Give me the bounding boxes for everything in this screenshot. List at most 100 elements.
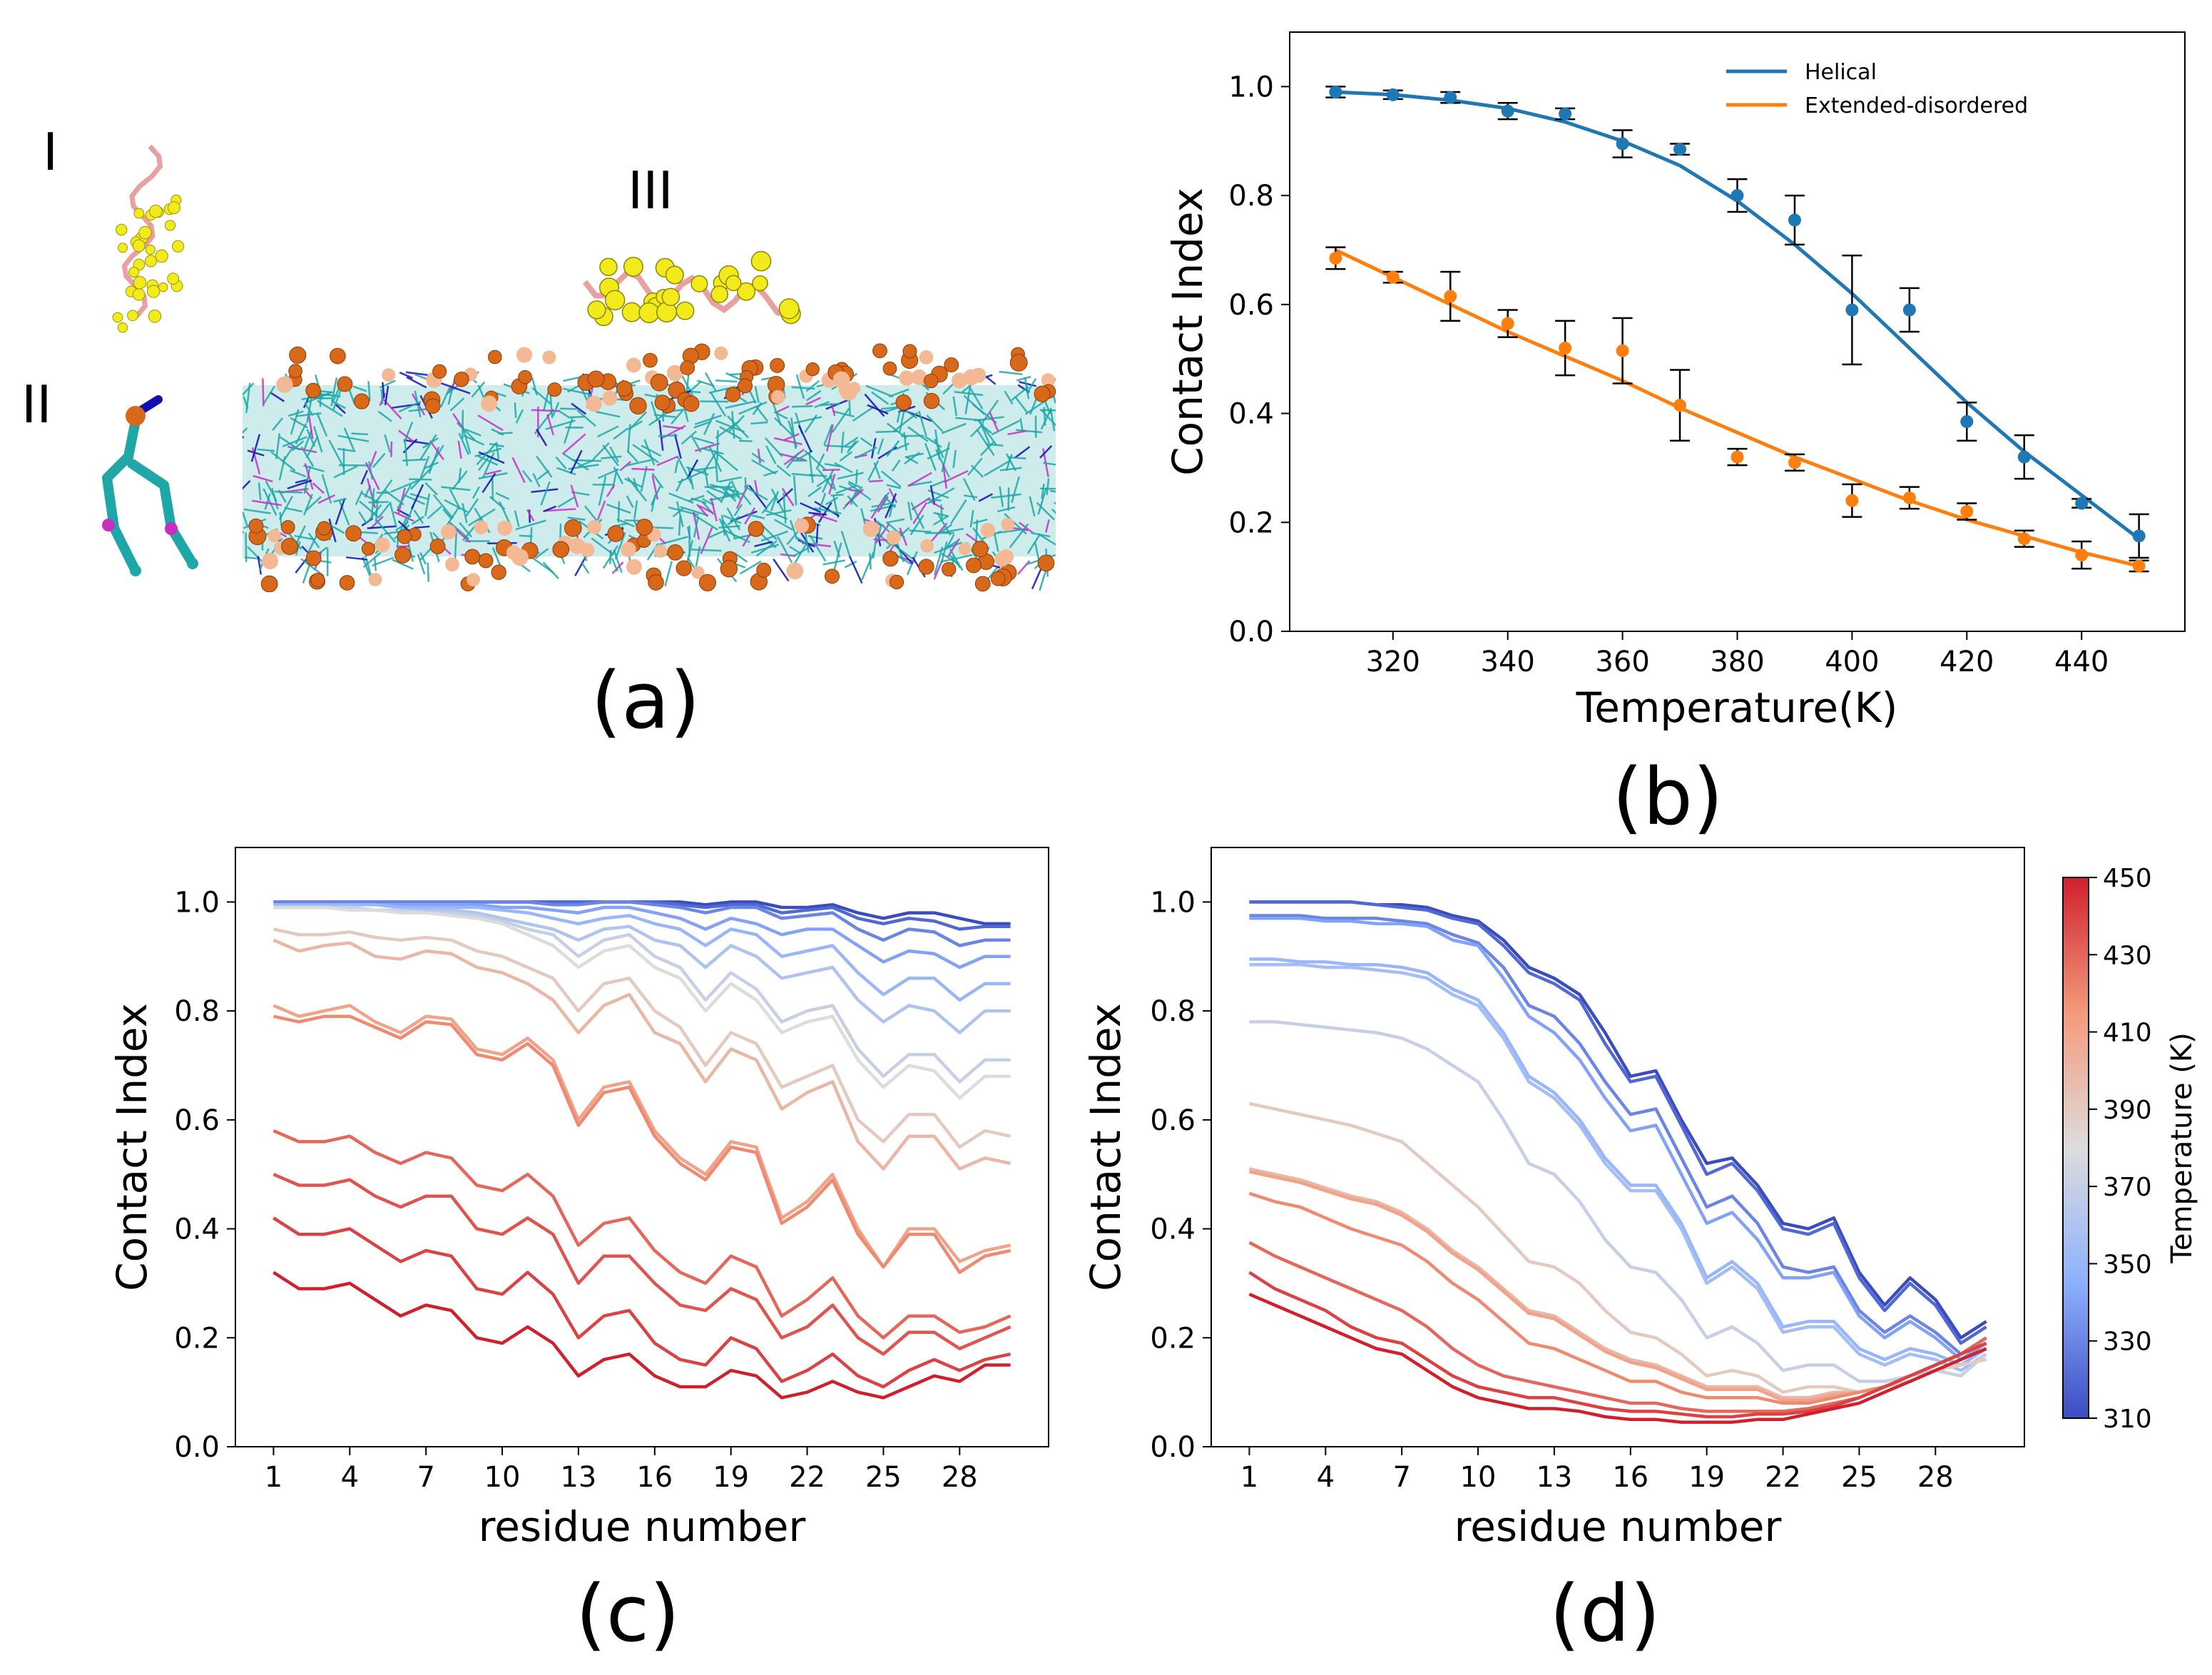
lipid-segment	[765, 445, 777, 464]
lipid-segment	[726, 415, 749, 439]
peptide-bead	[638, 302, 660, 323]
ytick-label: 0.0	[1228, 616, 1274, 648]
lipid-segment	[633, 500, 638, 519]
lipid-segment	[627, 420, 643, 431]
lipid-headgroup	[911, 369, 927, 385]
lipid-segment	[656, 455, 679, 467]
lipid-headgroup	[805, 362, 820, 377]
lipid-segment	[830, 494, 844, 497]
ytick-label: 0.4	[1150, 1213, 1196, 1246]
lipid-segment	[521, 469, 533, 483]
lipid-segment	[770, 488, 785, 512]
peptide-bead	[750, 250, 772, 272]
lipid-segment	[596, 410, 621, 418]
lipid-segment	[710, 497, 718, 521]
lipid-segment	[847, 480, 862, 489]
xtick-label: 380	[1710, 646, 1764, 678]
lipid-headgroup	[756, 562, 772, 578]
residue-line-420K	[1248, 1191, 1987, 1405]
lipid-segment	[726, 485, 739, 498]
residue-line-320K	[1249, 900, 1987, 1345]
lipid-segment	[606, 484, 616, 497]
lipid-segment	[815, 453, 825, 470]
lipid-segment	[744, 507, 756, 525]
data-point-extended	[1616, 344, 1629, 357]
data-point-extended	[1329, 251, 1342, 265]
lipid-segment	[1039, 444, 1053, 459]
lipid-segment	[937, 512, 952, 536]
lipid-segment	[471, 381, 486, 398]
lipid-segment	[643, 439, 656, 466]
panel-b-legend: Helical Extended-disordered	[1726, 60, 2028, 118]
lipid-headgroup	[587, 370, 605, 388]
lipid-segment	[456, 422, 476, 441]
residue-line-440K	[1248, 1271, 1987, 1419]
lipid-headgroup	[990, 571, 1006, 586]
residue-line-450K	[1248, 1293, 1987, 1424]
lipid-segment	[555, 456, 567, 470]
panel-c-plot-frame	[235, 847, 1049, 1447]
lipid-segment	[382, 382, 385, 399]
data-point-helical	[1501, 104, 1514, 118]
lipid-segment	[653, 414, 676, 418]
peptide-molecule-iii	[582, 250, 801, 327]
lipid-segment	[368, 501, 389, 504]
lipid-headgroup	[491, 564, 506, 580]
lipid-segment	[424, 493, 431, 516]
ytick-label: 0.2	[174, 1322, 220, 1355]
lipid-segment	[1037, 487, 1047, 515]
lipid-segment	[641, 444, 661, 457]
lipid-headgroup	[621, 541, 636, 557]
lipid-headgroup	[786, 562, 804, 580]
lipid-segment	[374, 479, 393, 504]
lipid-headgroup	[317, 521, 332, 536]
lipid-segment	[1026, 533, 1041, 554]
data-point-extended	[2075, 549, 2089, 562]
lipid-segment	[825, 497, 839, 506]
peptide-bead	[778, 298, 800, 320]
lipid-segment	[375, 519, 397, 543]
lipid-segment	[800, 502, 822, 514]
lipid-segment	[292, 440, 305, 452]
peptide-bead	[158, 282, 168, 292]
lipid-segment	[465, 498, 479, 517]
lipid-segment	[999, 370, 1023, 375]
lipid-segment	[372, 452, 386, 468]
lipid-segment	[719, 426, 743, 440]
xtick-label: 420	[1940, 646, 1994, 678]
lipid-segment	[458, 432, 469, 455]
lipid-segment	[362, 551, 382, 568]
lipid-segment	[543, 505, 557, 513]
lipid-segment	[373, 556, 377, 571]
lipid-headgroup	[974, 576, 991, 592]
lipid-headgroup	[602, 390, 618, 406]
lipid-segment	[713, 450, 738, 472]
lipid-segment	[715, 460, 719, 482]
lipid-segment	[871, 502, 893, 508]
lipid-headgroup	[496, 520, 513, 536]
lipid-segment	[1036, 502, 1055, 521]
lipid-segment	[244, 556, 260, 560]
lipid-segment	[855, 447, 877, 459]
lipid-segment	[976, 429, 995, 457]
lipid-segment	[770, 491, 779, 511]
lipid-segment	[723, 492, 743, 497]
data-point-helical	[1329, 86, 1342, 98]
lipid-segment	[257, 556, 263, 575]
lipid-segment	[531, 377, 538, 396]
legend-label-extended: Extended-disordered	[1805, 93, 2028, 118]
lipid-segment	[872, 530, 879, 559]
lipid-segment	[805, 397, 822, 406]
lipid-segment	[465, 428, 481, 437]
lipid-segment	[597, 468, 619, 479]
lipid-segment	[549, 394, 554, 419]
lipid-segment	[788, 420, 798, 448]
lipid-segment	[688, 467, 695, 490]
lipid-segment	[987, 443, 1004, 447]
peptide-bead	[752, 275, 768, 292]
data-point-extended	[1902, 491, 1916, 504]
lipid-segment	[287, 479, 312, 490]
lipid-headgroup	[542, 350, 556, 365]
lipid-segment	[674, 460, 679, 474]
